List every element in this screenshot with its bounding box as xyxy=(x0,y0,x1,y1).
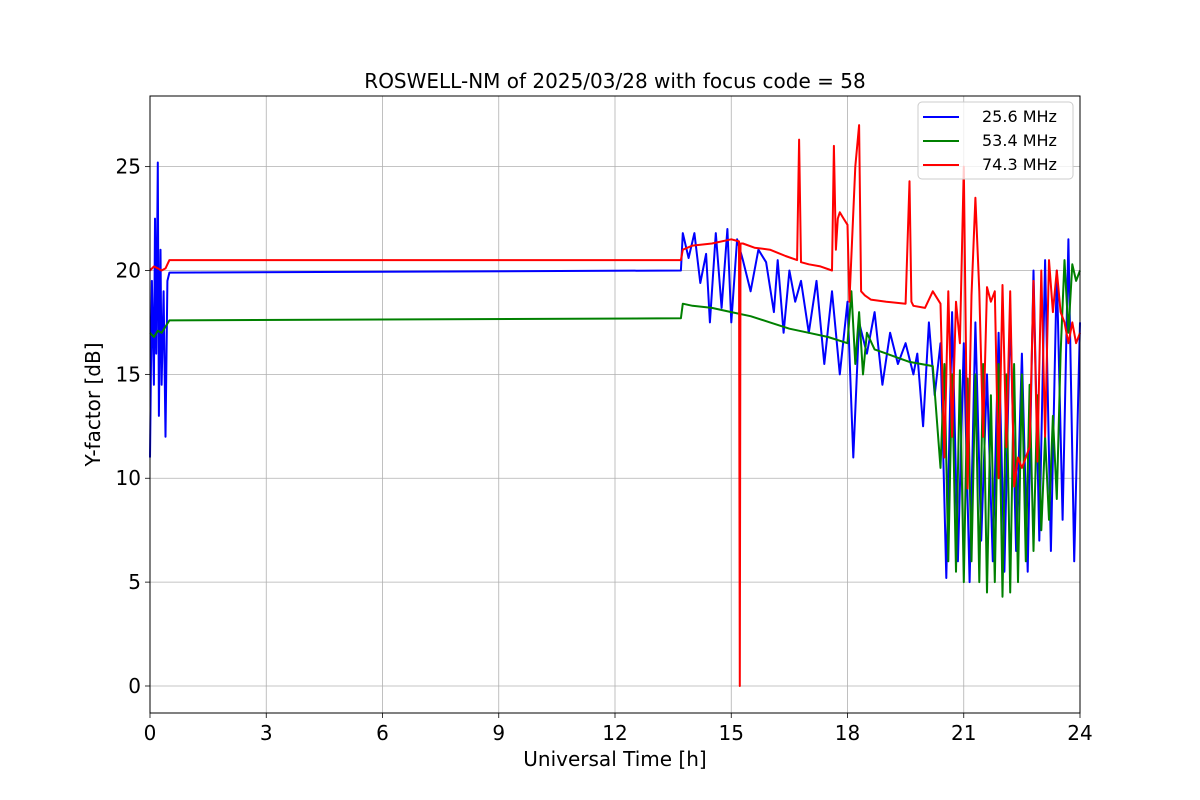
x-tick-label: 15 xyxy=(719,721,744,745)
x-tick-label: 6 xyxy=(376,721,389,745)
x-tick-label: 21 xyxy=(951,721,976,745)
y-tick-label: 0 xyxy=(128,674,141,698)
y-tick-label: 5 xyxy=(128,570,141,594)
legend-label: 74.3 MHz xyxy=(982,155,1057,174)
y-axis-label: Y-factor [dB] xyxy=(81,342,105,467)
legend: 25.6 MHz 53.4 MHz 74.3 MHz xyxy=(917,101,1074,180)
series-line-25-6-mhz xyxy=(149,161,1081,584)
series-line-74-3-mhz xyxy=(149,124,1081,687)
x-tick-label: 24 xyxy=(1067,721,1092,745)
x-tick-label: 3 xyxy=(260,721,273,745)
x-axis-label: Universal Time [h] xyxy=(523,747,706,771)
chart-title: ROSWELL-NM of 2025/03/28 with focus code… xyxy=(364,69,865,93)
y-tick-label: 25 xyxy=(116,155,141,179)
x-tick-label: 18 xyxy=(835,721,860,745)
legend-box xyxy=(917,101,1074,180)
x-tick-label: 12 xyxy=(602,721,627,745)
grid-layer xyxy=(149,96,1081,713)
tick-layer: 0 3 6 9 12 15 18 21 24 0 5 10 15 20 25 xyxy=(116,155,1093,745)
series-layer xyxy=(149,124,1081,687)
y-tick-label: 10 xyxy=(116,466,141,490)
x-tick-label: 9 xyxy=(492,721,505,745)
x-tick-label: 0 xyxy=(144,721,157,745)
y-tick-label: 20 xyxy=(116,259,141,283)
legend-label: 25.6 MHz xyxy=(982,107,1057,126)
y-tick-label: 15 xyxy=(116,362,141,386)
legend-label: 53.4 MHz xyxy=(982,131,1057,150)
